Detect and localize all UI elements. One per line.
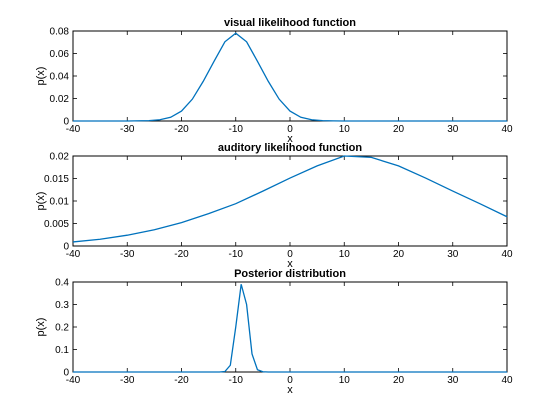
y-axis-label: p(x): [35, 67, 47, 86]
y-tick-label: 0.2: [55, 323, 69, 334]
x-tick-label: -40: [66, 375, 81, 386]
axes-frame: [72, 281, 508, 373]
y-axis-label: p(x): [35, 192, 47, 211]
subplot-3: -40 -30 -20 -10 0 10 20 30 40 0 0.1 0.2 0.3 0.4 Poster…: [35, 268, 513, 396]
y-tick-label: 0.06: [50, 49, 70, 60]
x-tick-label: 40: [501, 124, 513, 135]
y-tick-label: 0.1: [55, 345, 69, 356]
x-tick-label: 0: [287, 375, 293, 386]
x-tick-label: -10: [229, 249, 244, 260]
series-line: [72, 155, 508, 243]
x-tick-label: 30: [447, 249, 459, 260]
x-tick-label: 0: [287, 124, 293, 135]
x-tick-label: 30: [447, 124, 459, 135]
x-tick-label: 10: [339, 375, 351, 386]
y-tick-label: 0: [63, 117, 69, 128]
x-axis-label: x: [287, 133, 293, 145]
x-tick-label: -40: [66, 249, 81, 260]
y-tick-label: 0.005: [44, 219, 69, 230]
series-line: [73, 32, 507, 122]
x-tick-label: 10: [339, 124, 351, 135]
y-tick-label: 0: [63, 242, 69, 253]
x-axis-label: x: [287, 258, 293, 270]
chart-title: visual likelihood function: [224, 17, 356, 29]
axes-frame: [72, 30, 508, 122]
x-tick-label: 0: [287, 249, 293, 260]
x-tick-label: -20: [174, 249, 189, 260]
series-line: [73, 284, 507, 373]
y-tick-label: 0.04: [50, 72, 70, 83]
y-tick-label: 0.02: [50, 152, 70, 163]
chart-title: auditory likelihood function: [218, 142, 363, 154]
x-tick-label: -30: [120, 124, 135, 135]
x-tick-label: 20: [393, 249, 405, 260]
x-tick-label: -30: [120, 249, 135, 260]
x-tick-label: 40: [501, 375, 513, 386]
x-tick-label: -10: [229, 375, 244, 386]
x-tick-label: 20: [393, 124, 405, 135]
y-tick-label: 0.015: [44, 174, 69, 185]
y-tick-label: 0.3: [55, 300, 69, 311]
x-tick-label: 30: [447, 375, 459, 386]
x-tick-label: -20: [174, 124, 189, 135]
x-axis-label: x: [287, 384, 293, 396]
y-tick-label: 0.01: [50, 197, 70, 208]
y-tick-label: 0: [63, 368, 69, 379]
chart-title: Posterior distribution: [234, 268, 346, 280]
x-tick-label: -10: [229, 124, 244, 135]
y-tick-label: 0.02: [50, 94, 70, 105]
y-tick-label: 0.08: [50, 27, 70, 38]
x-tick-label: 20: [393, 375, 405, 386]
x-tick-label: -20: [174, 375, 189, 386]
x-tick-label: -40: [66, 124, 81, 135]
x-tick-label: 40: [501, 249, 513, 260]
y-tick-label: 0.4: [55, 278, 69, 289]
subplot-1: -40 -30 -20 -10 0 10 20 30 40 0 0.02 0.04 0.06 0.08 vi…: [35, 17, 513, 145]
y-axis-label: p(x): [35, 318, 47, 337]
x-tick-label: 10: [339, 249, 351, 260]
subplot-2: -40 -30 -20 -10 0 10 20 30 40 0 0.005 0.01 0.015 0.02…: [35, 142, 513, 270]
x-tick-label: -30: [120, 375, 135, 386]
